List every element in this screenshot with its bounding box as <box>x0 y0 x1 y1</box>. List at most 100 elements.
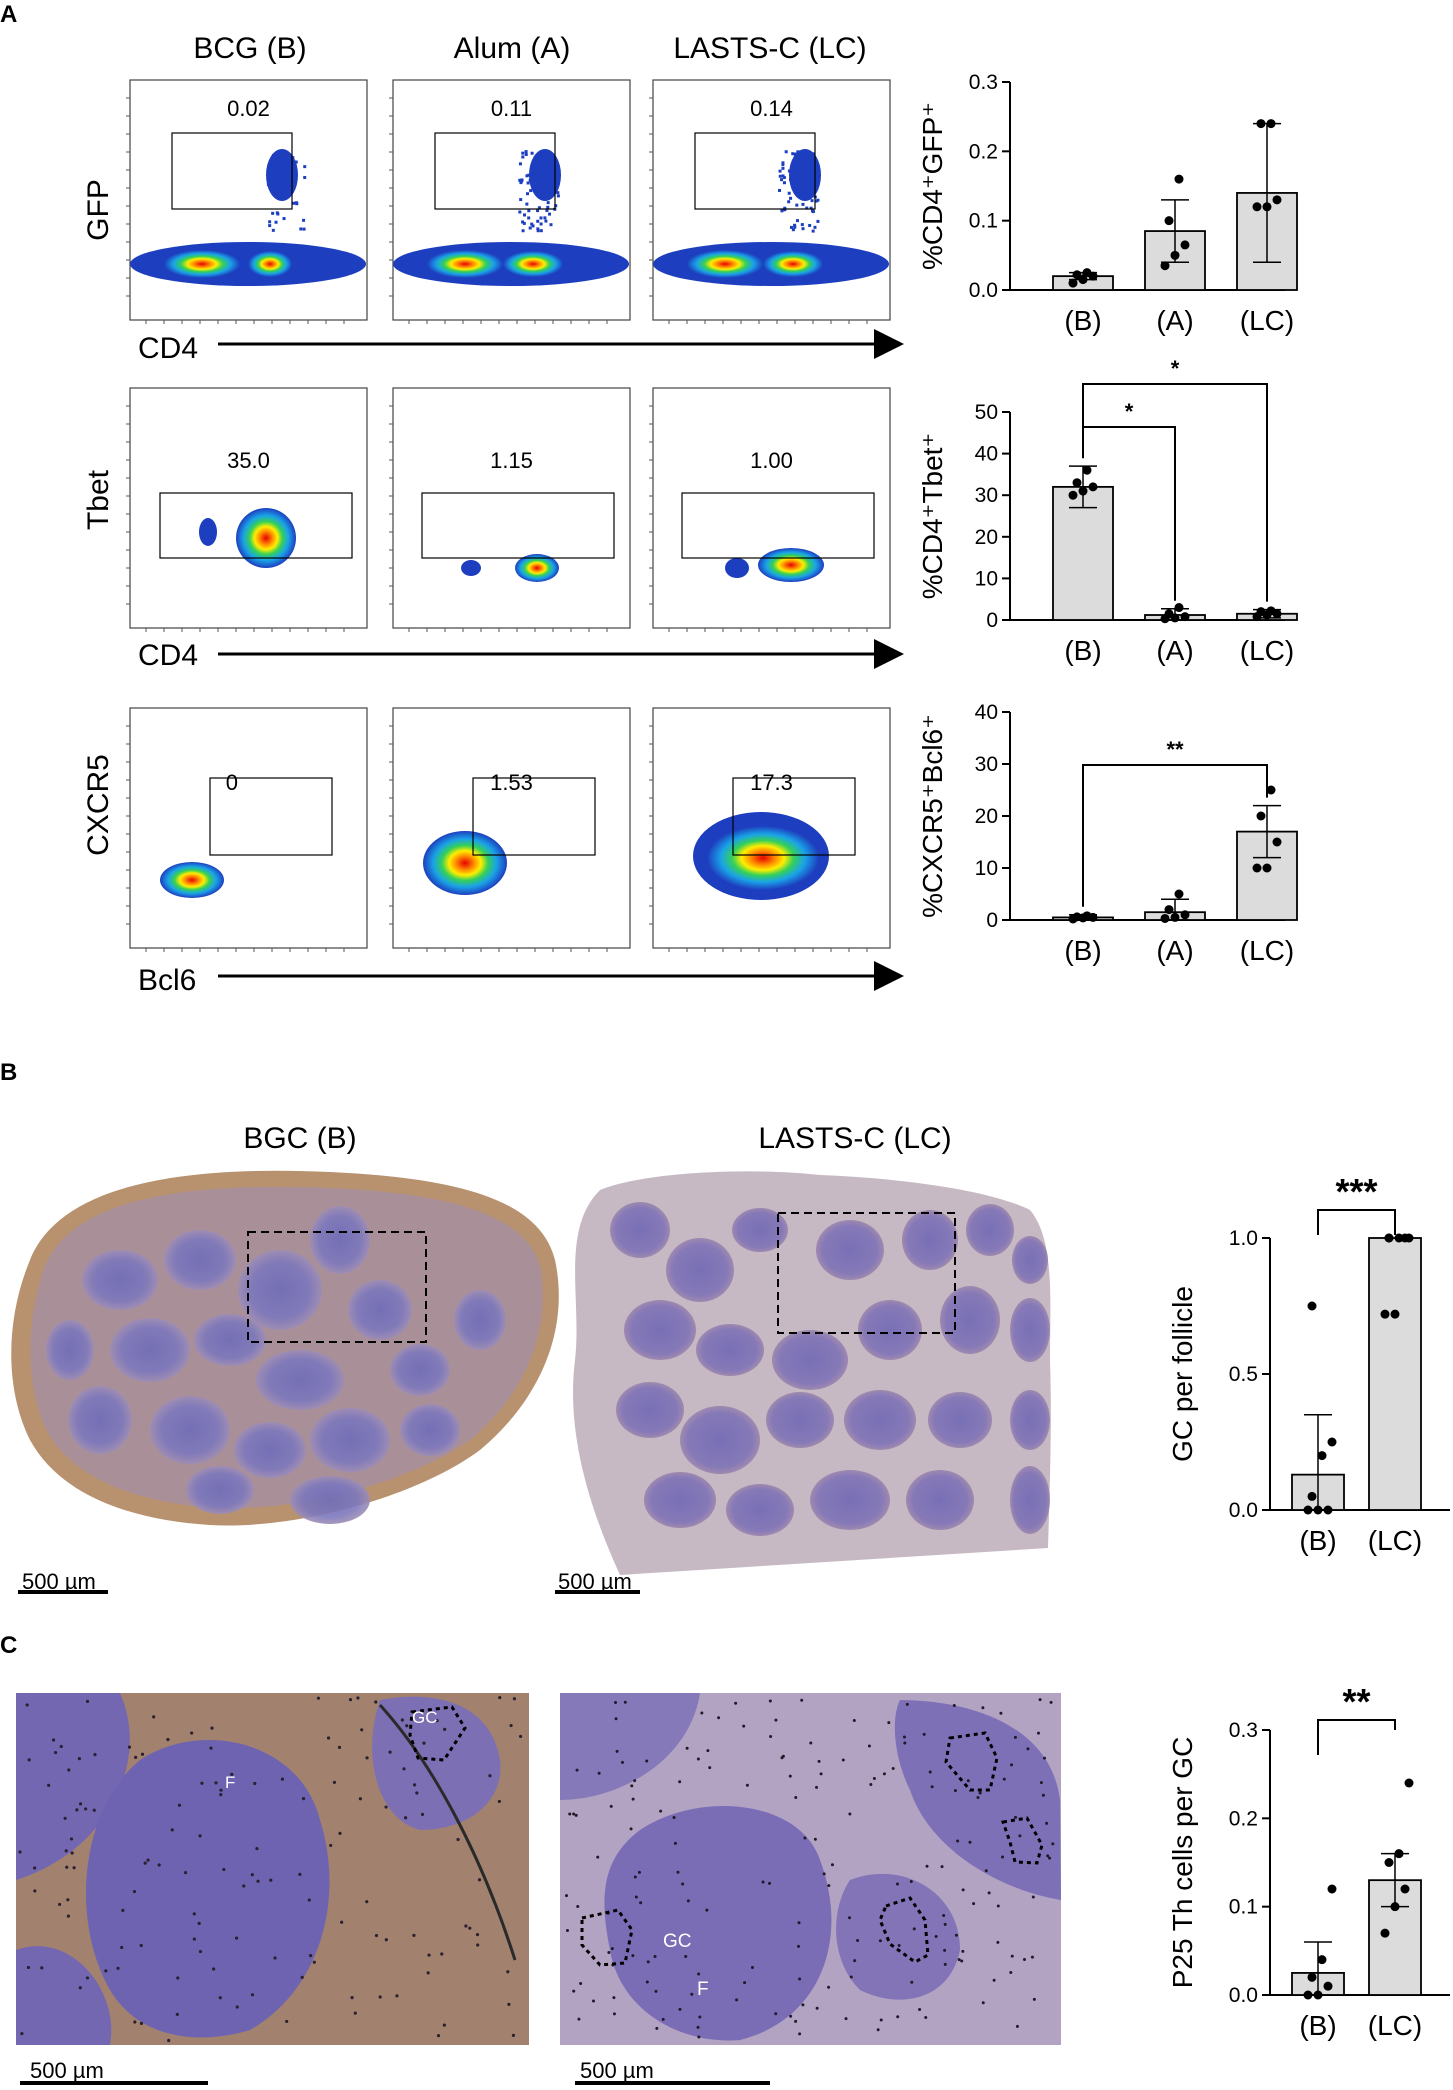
cell-dot <box>895 1882 899 1886</box>
follicle <box>1012 1236 1048 1284</box>
significance-bracket <box>1317 1719 1396 1755</box>
cell-dot <box>1038 1698 1042 1702</box>
cell-dot <box>629 1827 633 1831</box>
flow-gate <box>472 777 596 856</box>
panel-b-right-roi <box>777 1212 956 1334</box>
panel-c-left-gc-outline <box>408 1705 467 1762</box>
data-point <box>1164 216 1174 226</box>
cell-dot <box>1013 1735 1017 1739</box>
data-point <box>1072 478 1082 488</box>
cell-dot <box>798 2032 802 2036</box>
data-point <box>1256 607 1266 617</box>
flow-gate <box>732 777 856 856</box>
cell-dot <box>412 1933 416 1938</box>
flow-row2-xlabel: CD4 <box>138 639 198 672</box>
data-point <box>1266 606 1276 616</box>
cell-dot <box>697 1972 701 1976</box>
cell-dot <box>768 1699 772 1703</box>
panel-c-right-f-label: F <box>697 1979 709 2000</box>
cell-dot <box>427 1953 431 1957</box>
data-point <box>1323 1981 1333 1991</box>
cell-dot <box>27 1758 31 1762</box>
cell-dot <box>872 1777 876 1781</box>
data-point <box>1170 250 1180 260</box>
cell-dot <box>309 1954 313 1958</box>
cell-dot <box>65 1865 69 1869</box>
cell-dot <box>198 1834 202 1838</box>
flow-plot-r2-c2: 1.15 <box>389 387 631 632</box>
cell-dot <box>58 1902 62 1907</box>
cell-dot <box>353 2011 357 2015</box>
data-point <box>1307 1301 1317 1311</box>
significance-bracket <box>1082 764 1268 907</box>
cell-dot <box>960 1959 964 1963</box>
cell-dot <box>78 1986 82 1990</box>
data-point <box>1303 1990 1313 2000</box>
cell-dot <box>40 1966 44 1970</box>
y-axis-label: %CD4⁺GFP⁺ <box>917 102 948 270</box>
follicle <box>858 1300 922 1360</box>
panel-b-title-left: BGC (B) <box>243 1122 356 1155</box>
data-point <box>1313 1505 1323 1515</box>
flow-gate <box>681 492 875 559</box>
cell-dot <box>253 1781 257 1786</box>
cell-dot <box>676 1870 680 1874</box>
y-tick-label: 30 <box>975 753 998 776</box>
cell-dot <box>456 1837 460 1842</box>
category-label: (LC) <box>1240 305 1294 336</box>
cell-dot <box>830 1863 834 1867</box>
follicle <box>772 1330 848 1390</box>
cell-dot <box>800 1698 804 1702</box>
follicle <box>400 1404 460 1456</box>
cell-dot <box>630 1784 634 1788</box>
cell-dot <box>673 1841 677 1845</box>
cell-dot <box>996 1940 1000 1944</box>
cell-dot <box>365 1756 369 1760</box>
panel-c-right-gc-outline-1 <box>944 1731 999 1792</box>
follicle <box>966 1204 1014 1256</box>
data-point <box>1068 490 1078 500</box>
cell-dot <box>609 1804 613 1808</box>
data-point <box>1266 785 1276 795</box>
cell-dot <box>654 1989 658 1993</box>
y-tick-label: 0.1 <box>969 210 998 233</box>
cell-dot <box>794 1795 798 1799</box>
follicle <box>928 1392 992 1448</box>
flow-gate-value: 0.14 <box>750 96 793 121</box>
cell-dot <box>250 1993 255 1997</box>
data-point <box>1256 119 1266 129</box>
cell-dot <box>700 1711 704 1715</box>
cell-dot <box>745 1783 749 1787</box>
category-label: (A) <box>1156 935 1193 966</box>
cell-dot <box>918 2008 922 2012</box>
data-point <box>1327 1437 1337 1447</box>
cell-dot <box>1048 1856 1052 1860</box>
cell-dot <box>614 1700 618 1704</box>
cell-dot <box>565 1894 569 1898</box>
data-point <box>1160 261 1170 271</box>
chart-gc: 0.0 0.5 1.0 GC per follicle (B) (LC) *** <box>1167 1171 1450 1556</box>
cell-dot <box>801 2003 805 2007</box>
data-point <box>1160 913 1170 923</box>
cell-dot <box>987 1891 991 1895</box>
cell-dot <box>273 1956 277 1960</box>
follicle-region <box>894 1700 1061 1900</box>
follicle <box>150 1396 230 1464</box>
cell-dot <box>592 1999 596 2003</box>
cell-dot <box>620 1760 624 1764</box>
cell-dot <box>1022 1958 1026 1962</box>
category-label: (LC) <box>1368 1525 1422 1556</box>
group-header-lasts: LASTS-C (LC) <box>673 32 866 65</box>
flow-row2-ylabel: Tbet <box>82 469 115 530</box>
tissue-fold <box>378 1703 517 1961</box>
data-point <box>1390 1309 1400 1319</box>
cell-dot <box>405 1724 409 1728</box>
cell-dot <box>420 1812 425 1816</box>
data-point <box>1252 863 1262 873</box>
cell-dot <box>285 2019 289 2024</box>
cell-dot <box>797 1921 801 1925</box>
category-label: (A) <box>1156 305 1193 336</box>
y-tick-label: 0.3 <box>969 71 998 94</box>
cell-dot <box>1009 1970 1013 1974</box>
data-point <box>1256 811 1266 821</box>
